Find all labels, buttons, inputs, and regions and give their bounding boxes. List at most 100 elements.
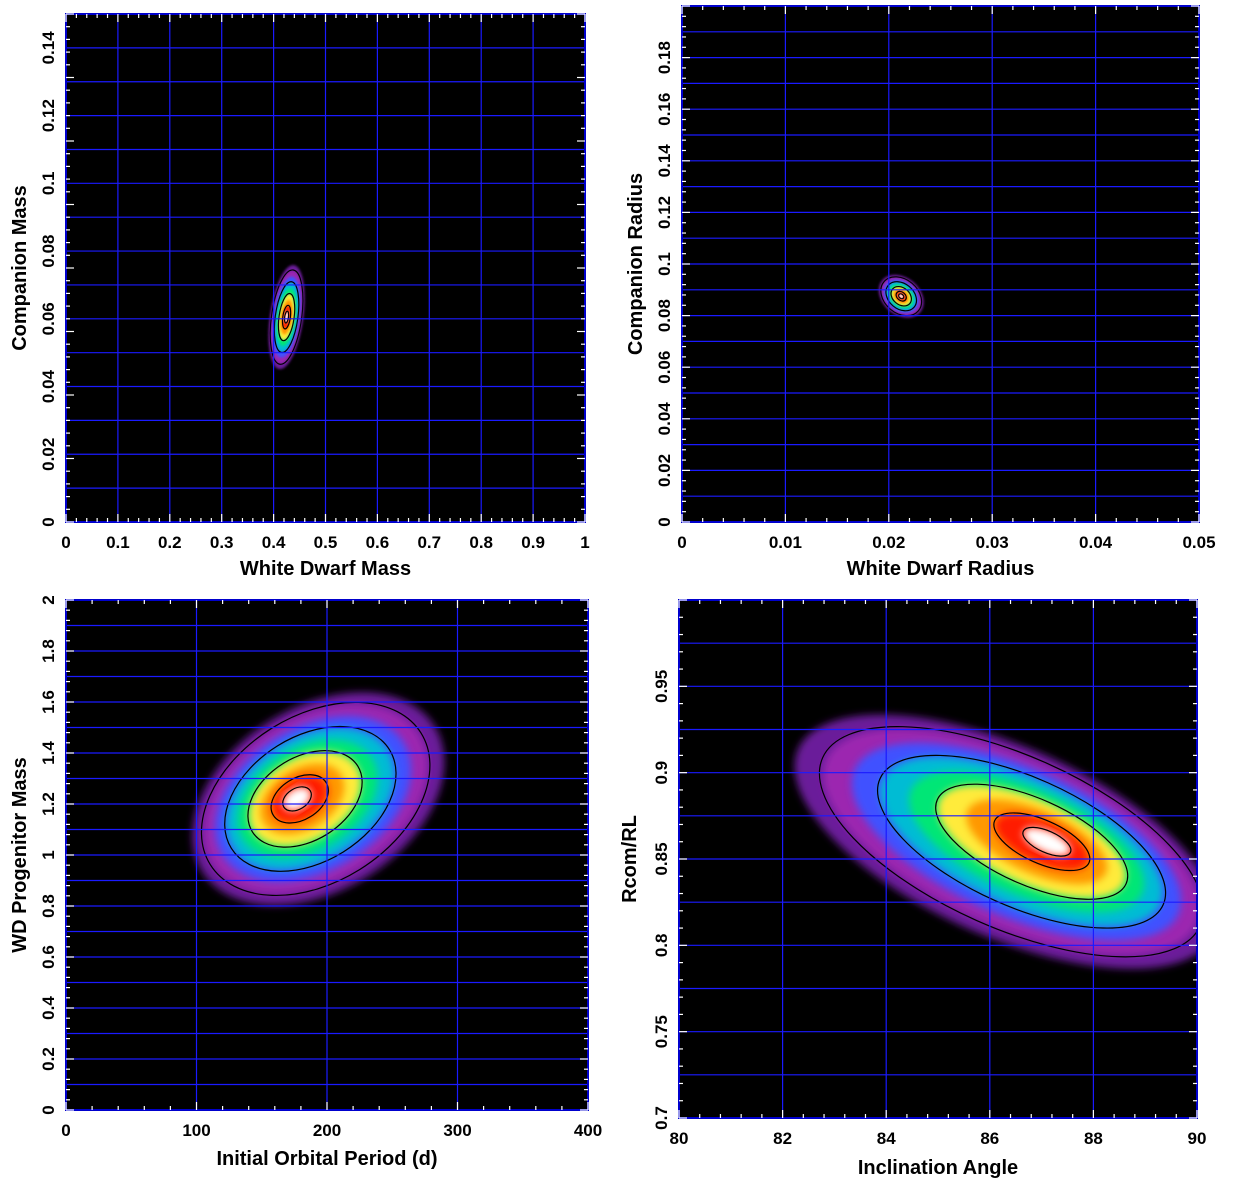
x-axis-label: Inclination Angle [858, 1157, 1018, 1179]
x-tick-label: 0.2 [158, 533, 182, 552]
tick-marks [678, 599, 1198, 1119]
contour-line [935, 783, 1129, 900]
x-tick-label: 0.5 [314, 533, 338, 552]
contour-line [818, 726, 1197, 958]
x-tick-label: 400 [574, 1121, 602, 1140]
contour-line [282, 786, 312, 812]
y-tick-label: 0 [39, 1105, 58, 1114]
x-tick-label: 82 [773, 1129, 792, 1148]
x-tick-label: 90 [1188, 1129, 1207, 1148]
y-tick-label: 0.8 [652, 934, 671, 958]
density-level-9 [1023, 827, 1071, 856]
grid [679, 600, 1197, 1118]
x-tick-label: 86 [980, 1129, 999, 1148]
y-tick-label: 0.14 [655, 144, 674, 178]
contour-line [1022, 826, 1072, 857]
tick-marks [65, 13, 586, 523]
y-tick-label: 0.85 [652, 842, 671, 875]
y-axis-label: Companion Radius [625, 173, 647, 355]
y-tick-label: 0.7 [652, 1106, 671, 1130]
y-tick-label: 0.95 [652, 670, 671, 703]
tick-marks [65, 599, 589, 1111]
y-tick-label: 0.12 [655, 196, 674, 229]
y-tick-label: 0 [655, 517, 674, 526]
y-tick-label: 1.4 [39, 741, 58, 765]
y-axis-label: WD Progenitor Mass [9, 757, 31, 953]
x-tick-label: 0.6 [366, 533, 390, 552]
x-tick-label: 1 [580, 533, 589, 552]
grid [66, 14, 585, 522]
x-tick-label: 0.01 [769, 533, 802, 552]
x-tick-label: 0 [61, 533, 70, 552]
y-tick-label: 0.75 [652, 1015, 671, 1048]
y-tick-label: 0.06 [655, 351, 674, 384]
y-tick-label: 1.6 [39, 690, 58, 714]
panel-companion-mass-vs-wd-mass: 0 0.1 0.2 0.3 0.4 0.5 0.6 0.7 0.8 0.9 1 0 0.02 0.04 0.… [0, 0, 616, 595]
contour-line [880, 276, 923, 317]
y-tick-label: 0.08 [655, 299, 674, 332]
chart-svg: 0 100 200 300 400 0 0.2 0.4 0.6 0.8 1 1.2 1.4 1.6 1.8 2… [9, 595, 602, 1170]
contour-line [281, 304, 292, 330]
x-tick-label: 0.1 [106, 533, 130, 552]
chart-svg: 80 82 84 86 88 90 0.7 0.75 0.8 0.85 0.9 0.95 Inclina… [619, 599, 1207, 1179]
x-tick-label: 100 [182, 1121, 210, 1140]
x-tick-label: 200 [313, 1121, 341, 1140]
x-tick-label: 300 [443, 1121, 471, 1140]
y-tick-label: 0.06 [39, 302, 58, 335]
y-axis-label: Companion Mass [9, 185, 31, 351]
y-axis-label: Rcom/RL [619, 815, 641, 903]
y-tick-label: 0.1 [39, 172, 58, 196]
y-tick-label: 2 [39, 595, 58, 604]
y-tick-label: 0.08 [39, 235, 58, 268]
y-tick-label: 0.2 [39, 1047, 58, 1071]
x-tick-label: 0.05 [1182, 533, 1215, 552]
y-tick-label: 0.04 [39, 369, 58, 403]
y-tick-label: 0.4 [39, 996, 58, 1020]
y-tick-label: 0.12 [39, 99, 58, 132]
panel-progenitor-mass-vs-orbital-period: 0 100 200 300 400 0 0.2 0.4 0.6 0.8 1 1.2 1.4 1.6 1.8 2… [0, 590, 616, 1185]
contour-line [277, 292, 296, 342]
x-tick-label: 0.7 [417, 533, 441, 552]
x-axis-label: White Dwarf Mass [240, 558, 411, 580]
density-map [268, 265, 305, 370]
contour-line [283, 310, 290, 324]
contour-line [200, 701, 431, 897]
y-tick-label: 0 [39, 517, 58, 526]
x-tick-label: 0.3 [210, 533, 234, 552]
contour-line [224, 725, 397, 872]
x-tick-label: 0.02 [872, 533, 905, 552]
grid [66, 600, 588, 1110]
x-tick-label: 84 [877, 1129, 896, 1148]
x-tick-label: 88 [1084, 1129, 1103, 1148]
contour-line [895, 290, 907, 302]
y-tick-label: 0.16 [655, 93, 674, 126]
y-tick-label: 0.14 [39, 31, 58, 65]
density-level-9 [283, 787, 312, 811]
chart-svg: 0 0.1 0.2 0.3 0.4 0.5 0.6 0.7 0.8 0.9 1 0 0.02 0.04 0.… [9, 13, 590, 580]
contour-line [270, 774, 329, 824]
y-tick-label: 1.2 [39, 792, 58, 816]
chart-svg: 0 0.01 0.02 0.03 0.04 0.05 0 0.02 0.04 0.06 0.08 0.… [625, 5, 1216, 580]
y-tick-label: 0.8 [39, 894, 58, 918]
contour-line [898, 293, 905, 300]
x-tick-label: 80 [670, 1129, 689, 1148]
x-tick-label: 0.04 [1079, 533, 1113, 552]
y-tick-label: 0.18 [655, 41, 674, 74]
x-tick-label: 0 [677, 533, 686, 552]
x-tick-label: 0 [61, 1121, 70, 1140]
y-tick-label: 1 [39, 850, 58, 859]
y-tick-label: 0.6 [39, 945, 58, 969]
x-tick-label: 0.4 [262, 533, 286, 552]
x-tick-label: 0.9 [521, 533, 545, 552]
contour-line [876, 754, 1167, 929]
y-tick-label: 0.04 [655, 402, 674, 436]
panel-companion-radius-vs-wd-radius: 0 0.01 0.02 0.03 0.04 0.05 0 0.02 0.04 0.06 0.08 0.… [616, 0, 1233, 595]
y-tick-label: 0.1 [655, 252, 674, 276]
x-tick-label: 0.03 [976, 533, 1009, 552]
tick-marks [681, 5, 1200, 523]
x-tick-label: 0.8 [469, 533, 493, 552]
density-map [794, 714, 1197, 969]
grid [682, 6, 1199, 522]
contour-line [993, 812, 1091, 872]
x-axis-label: Initial Orbital Period (d) [216, 1148, 437, 1170]
